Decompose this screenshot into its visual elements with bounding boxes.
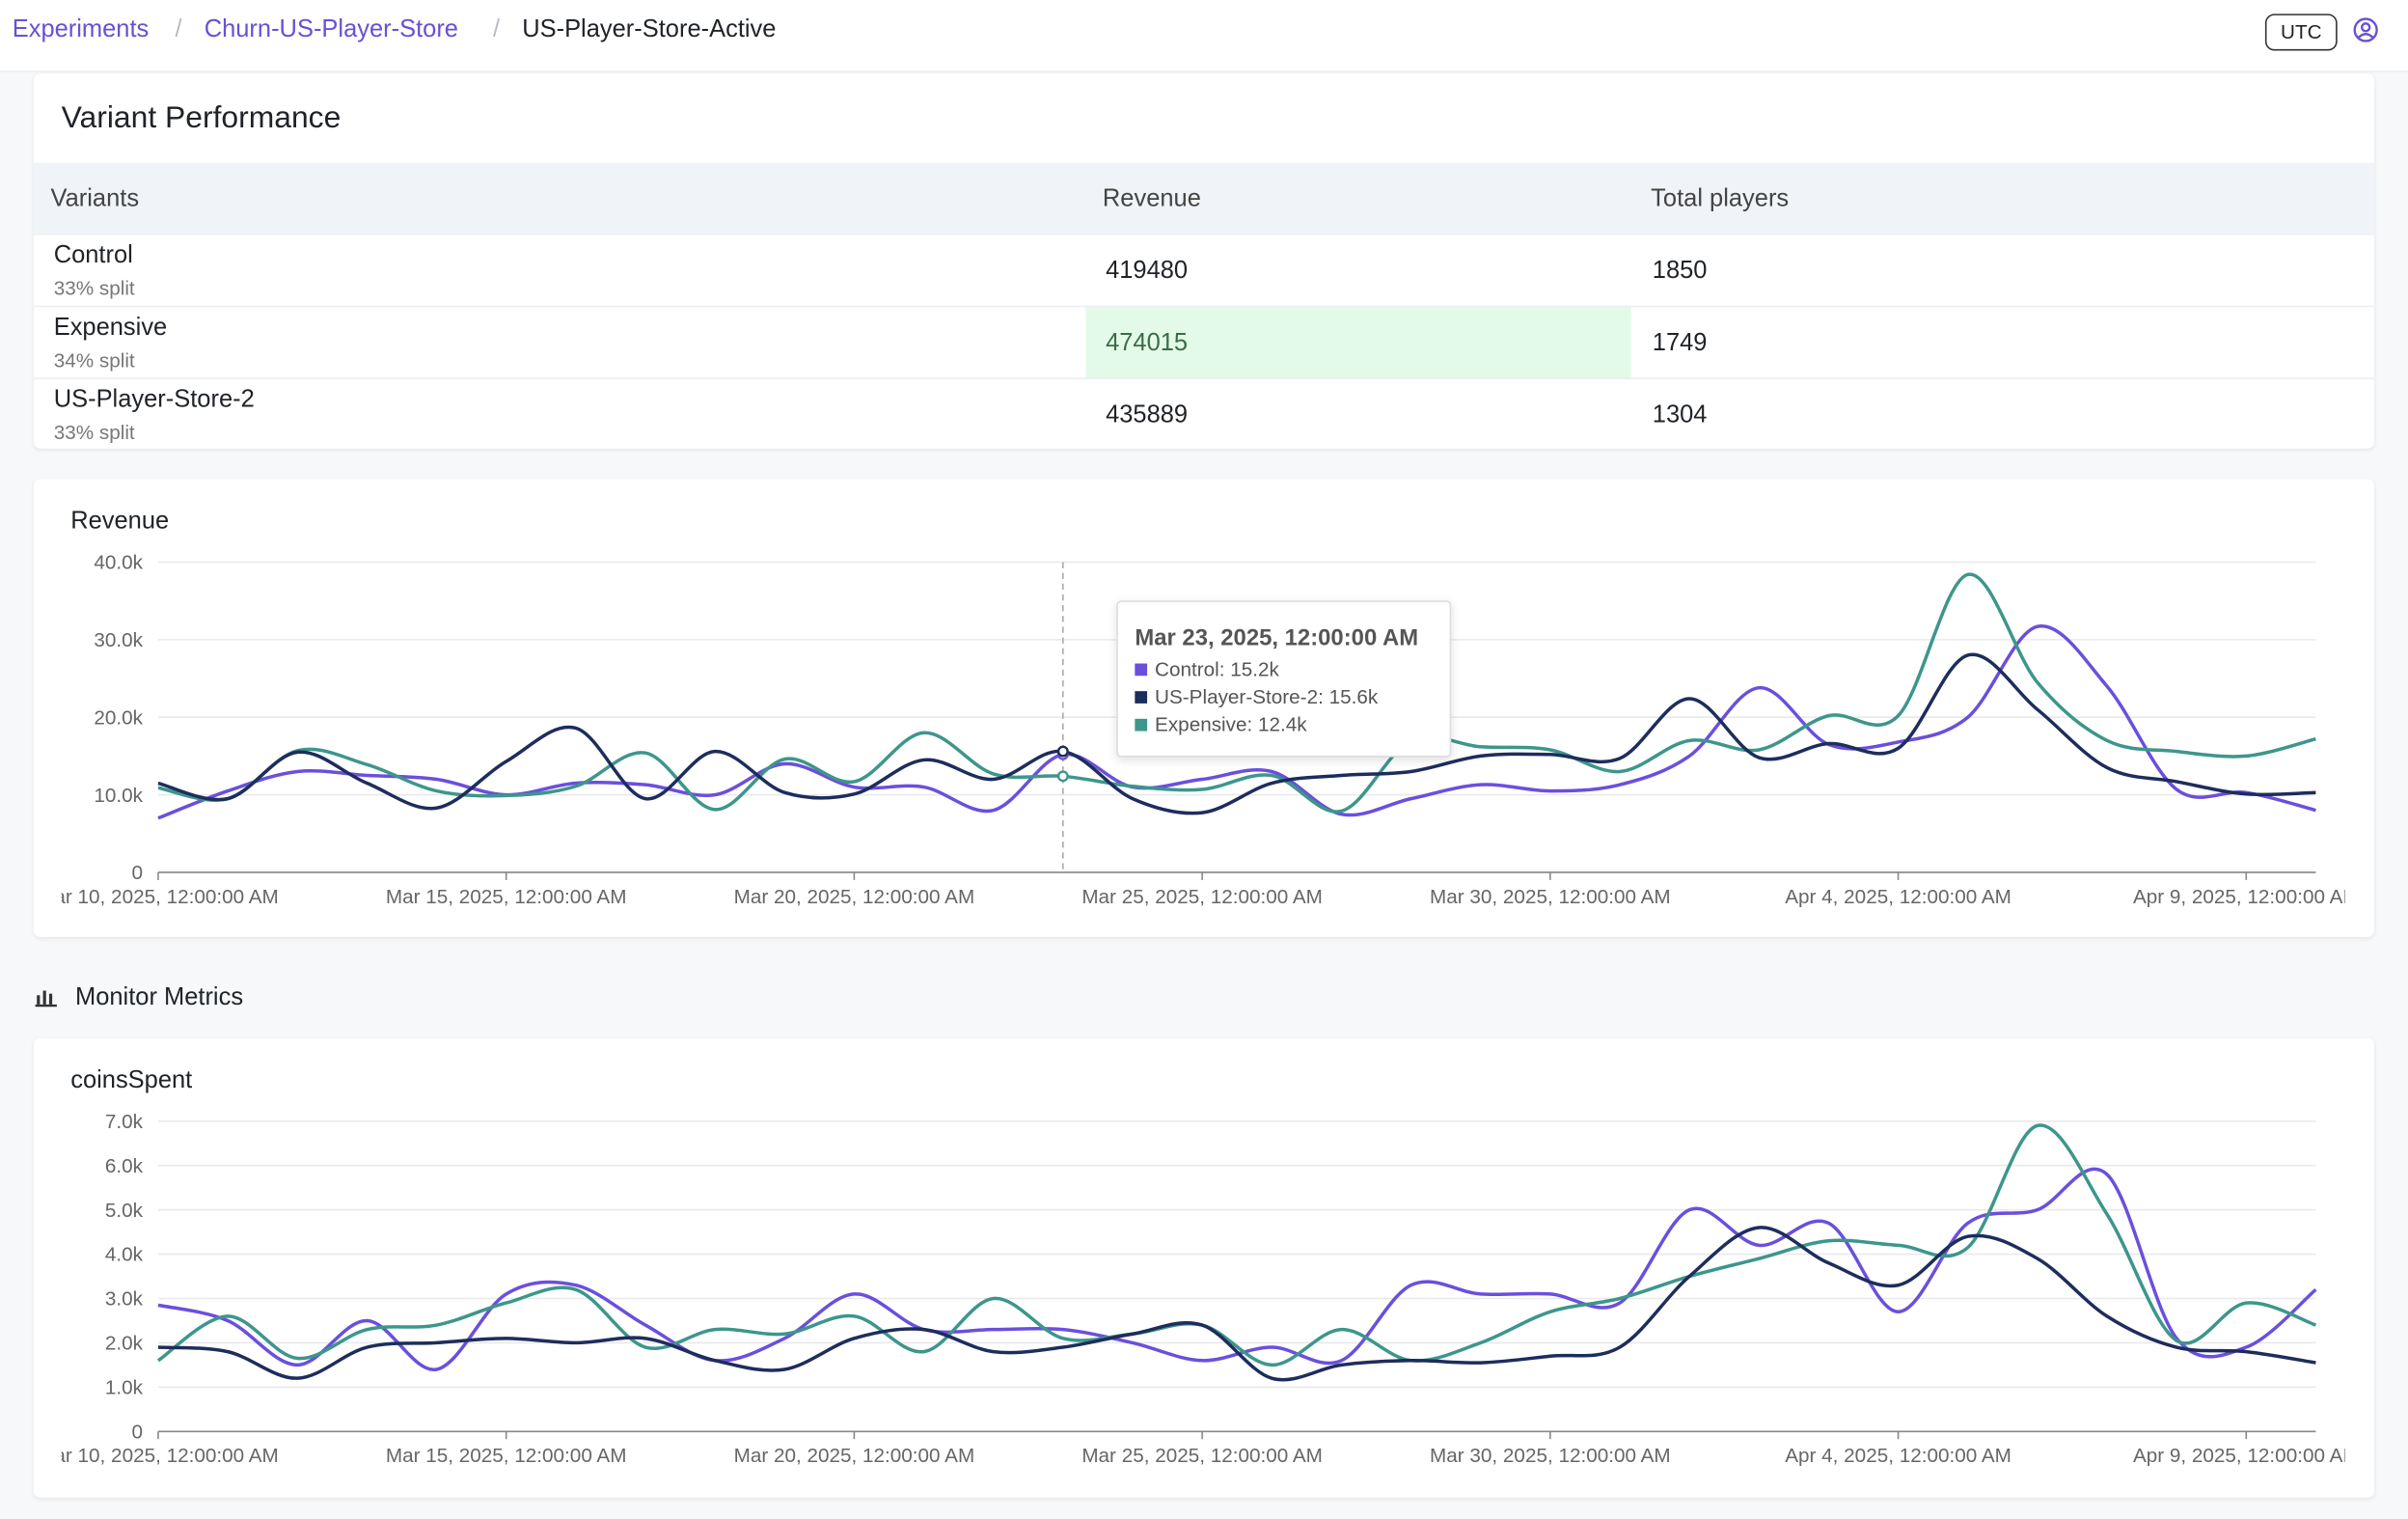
series-line [157, 572, 2316, 814]
y-tick-label: 4.0k [105, 1244, 144, 1266]
coins-card: coinsSpent 0 1.0k 2.0k 3.0k 4.0k 5.0k 6.0k 7.0k… [34, 1037, 2374, 1498]
metrics-icon [35, 990, 57, 1008]
x-tick-label: Mar 10, 2025, 12:00:00 AM [62, 1445, 279, 1467]
tooltip-title: Mar 23, 2025, 12:00:00 AM [1135, 624, 1419, 651]
revenue-value: 419480 [1106, 258, 1189, 285]
tooltip: Mar 23, 2025, 12:00:00 AM Control: 15.2k U… [1116, 600, 1452, 758]
x-tick-label: Mar 20, 2025, 12:00:00 AM [734, 886, 975, 908]
variant-split: 34% split [53, 348, 135, 373]
table-header: Variants Revenue Total players [34, 162, 2374, 234]
tooltip-item: US-Player-Store-2: 15.6k [1155, 684, 1379, 708]
hover-dot [1056, 770, 1069, 783]
x-tick-label: Apr 9, 2025, 12:00:00 AM [2133, 886, 2345, 908]
column-header: Total players [1651, 185, 1790, 212]
players-value: 1304 [1652, 401, 1708, 429]
column-header: Revenue [1102, 185, 1201, 212]
variant-card: Variant Performance Variants Revenue Tot… [34, 73, 2374, 451]
series-line [157, 652, 2316, 815]
x-tick-label: Mar 25, 2025, 12:00:00 AM [1081, 1445, 1323, 1467]
tooltip-item: Expensive: 12.4k [1155, 712, 1307, 736]
card-title: Variant Performance [61, 101, 342, 136]
variant-name: Expensive [53, 315, 168, 342]
y-tick-label: 3.0k [105, 1288, 144, 1311]
y-tick-label: 5.0k [105, 1200, 144, 1222]
revenue-card: Revenue 0 10.0k 20.0k 30.0k 40.0k Mar 10, 202… [34, 479, 2374, 937]
x-tick-label: Mar 15, 2025, 12:00:00 AM [386, 1445, 627, 1467]
x-tick-label: Apr 4, 2025, 12:00:00 AM [1785, 1445, 2011, 1467]
chart-title: Revenue [70, 508, 170, 535]
variant-name: US-Player-Store-2 [53, 387, 255, 414]
chart: 0 10.0k 20.0k 30.0k 40.0k Mar 10, 2025, 12:00… [62, 552, 2345, 908]
breadcrumb-current: US-Player-Store-Active [522, 16, 777, 43]
x-tick-label: Mar 10, 2025, 12:00:00 AM [62, 886, 279, 908]
players-value: 1850 [1652, 258, 1708, 285]
x-tick-label: Apr 9, 2025, 12:00:00 AM [2133, 1445, 2345, 1467]
section-title: Monitor Metrics [74, 984, 244, 1011]
x-tick-label: Apr 4, 2025, 12:00:00 AM [1785, 886, 2011, 908]
x-tick-label: Mar 25, 2025, 12:00:00 AM [1081, 886, 1323, 908]
tooltip-swatch [1135, 691, 1148, 704]
breadcrumb-link[interactable]: Churn-US-Player-Store [204, 16, 458, 43]
user-icon[interactable] [2353, 17, 2379, 43]
table-row: Control 33% split 419480 1850 [34, 233, 2374, 306]
breadcrumb-separator: / [492, 16, 501, 43]
y-tick-label: 0 [132, 862, 144, 884]
top-bar: Experiments / Churn-US-Player-Store / US… [0, 0, 2408, 72]
series-line [157, 1167, 2317, 1371]
tooltip-swatch [1135, 663, 1148, 677]
variant-split: 33% split [53, 276, 135, 300]
x-tick-label: Mar 30, 2025, 12:00:00 AM [1430, 886, 1671, 908]
chart-title: coinsSpent [70, 1067, 193, 1094]
table-row: Expensive 34% split 474015 1749 [34, 305, 2374, 378]
y-tick-label: 2.0k [105, 1333, 144, 1355]
variant-name: Control [53, 242, 133, 269]
x-tick-label: Mar 20, 2025, 12:00:00 AM [734, 1445, 975, 1467]
y-tick-label: 1.0k [105, 1377, 144, 1399]
y-tick-label: 20.0k [94, 706, 143, 729]
revenue-value: 474015 [1106, 330, 1189, 357]
y-tick-label: 0 [132, 1421, 144, 1443]
variant-split: 33% split [53, 421, 135, 444]
y-tick-label: 7.0k [105, 1111, 144, 1133]
y-tick-label: 30.0k [94, 629, 143, 651]
chart: 0 1.0k 2.0k 3.0k 4.0k 5.0k 6.0k 7.0k Mar 10, 202… [62, 1111, 2345, 1467]
x-tick-label: Mar 15, 2025, 12:00:00 AM [386, 886, 627, 908]
series-line [157, 624, 2316, 820]
breadcrumb-separator: / [175, 16, 182, 43]
players-value: 1749 [1652, 330, 1708, 357]
hover-dot [1056, 745, 1069, 758]
best-highlight [1085, 307, 1631, 378]
y-tick-label: 6.0k [105, 1155, 144, 1177]
y-tick-label: 40.0k [94, 552, 143, 574]
column-header: Variants [50, 185, 140, 212]
table-row: US-Player-Store-2 33% split 435889 1304 [34, 377, 2374, 451]
tooltip-item: Control: 15.2k [1155, 657, 1279, 681]
breadcrumb-link[interactable]: Experiments [12, 16, 150, 43]
tooltip-swatch [1135, 718, 1148, 732]
y-tick-label: 10.0k [94, 785, 143, 807]
timezone-button[interactable]: UTC [2264, 14, 2338, 51]
x-tick-label: Mar 30, 2025, 12:00:00 AM [1430, 1445, 1671, 1467]
series-line [156, 1123, 2317, 1367]
series-line [157, 1226, 2316, 1382]
revenue-value: 435889 [1106, 401, 1189, 429]
